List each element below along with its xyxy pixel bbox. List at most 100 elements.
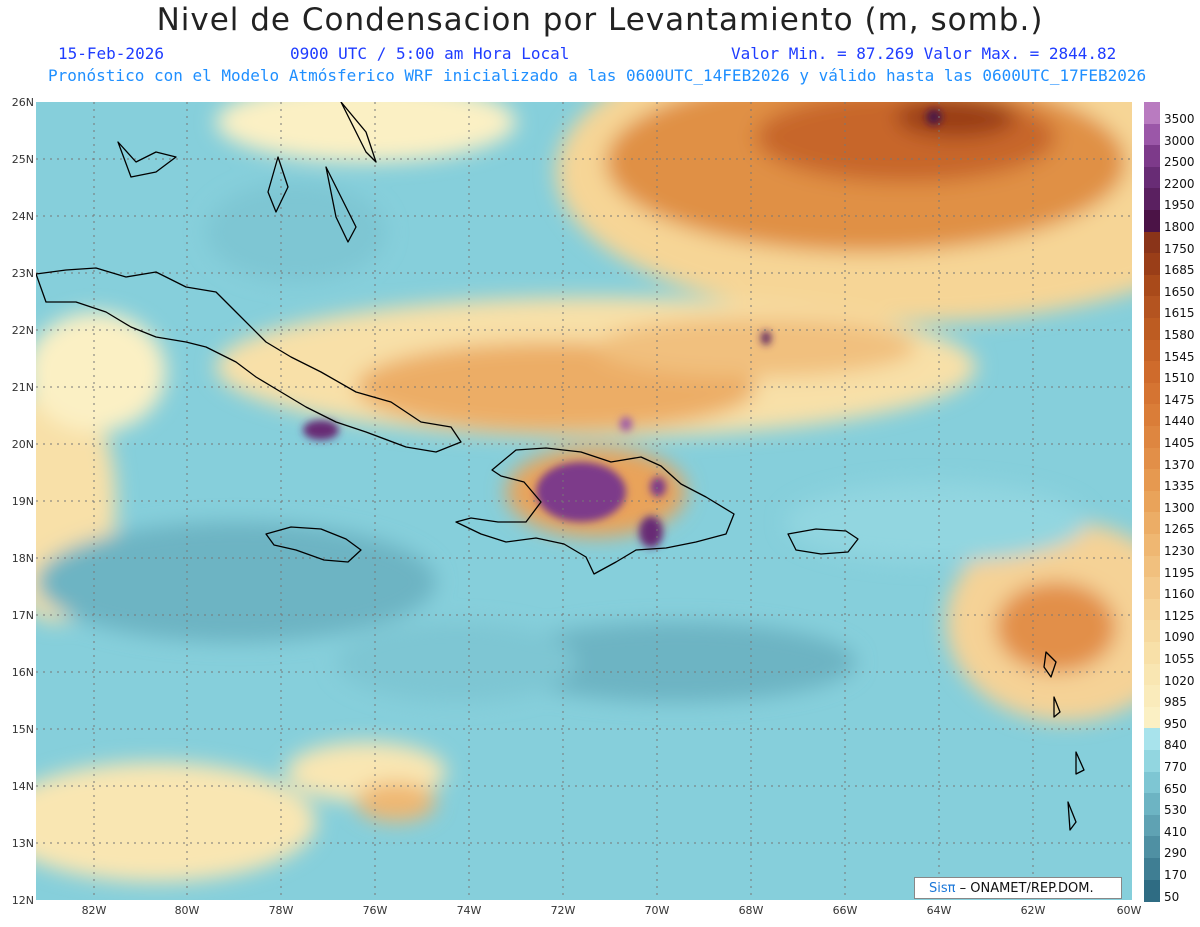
coastlines: [36, 102, 1085, 831]
legend-label: 1545: [1164, 349, 1195, 364]
legend-swatch: [1144, 382, 1160, 406]
lat-label: 17N: [11, 609, 34, 622]
legend-label: 650: [1164, 781, 1187, 796]
lon-label: 60W: [1116, 904, 1142, 917]
legend-row: 1650: [1142, 274, 1200, 299]
lon-label: 74W: [456, 904, 482, 917]
legend-swatch: [1144, 253, 1160, 277]
legend-row: 1405: [1142, 426, 1200, 450]
lat-label: 12N: [11, 894, 34, 907]
legend-label: 2500: [1164, 155, 1195, 170]
florida-keys-outline: [117, 141, 177, 178]
legend-swatch: [1144, 771, 1160, 795]
legend-row: 3000: [1142, 123, 1200, 148]
legend-row: 1545: [1142, 339, 1200, 364]
legend-row: 985: [1142, 685, 1200, 710]
legend-swatch: [1144, 879, 1160, 903]
legend-row: 1195: [1142, 555, 1200, 580]
lat-label: 18N: [11, 552, 34, 565]
lat-label: 26N: [11, 96, 34, 109]
legend-row: 290: [1142, 836, 1200, 860]
lcl-shading: [36, 102, 1132, 882]
lat-label: 21N: [11, 381, 34, 394]
legend-label: 1650: [1164, 284, 1195, 299]
legend-label: 1265: [1164, 522, 1195, 537]
legend-label: 985: [1164, 695, 1187, 710]
legend-row: 1370: [1142, 447, 1200, 472]
legend-swatch: [1144, 102, 1160, 125]
legend-row: 1475: [1142, 382, 1200, 407]
lat-label: 19N: [11, 495, 34, 508]
lat-label: 20N: [11, 438, 34, 451]
legend-row: 1125: [1142, 598, 1200, 623]
legend-label: 1300: [1164, 500, 1195, 515]
legend-row: 1055: [1142, 642, 1200, 666]
graticule: [36, 102, 1132, 900]
legend-row: 410: [1142, 814, 1200, 839]
legend-row: 1685: [1142, 253, 1200, 277]
credit-box: Sisπ – ONAMET/REP.DOM.: [914, 877, 1122, 899]
bahamas-outline: [267, 102, 377, 243]
lon-label: 80W: [174, 904, 200, 917]
time-label: 0900 UTC / 5:00 am Hora Local: [290, 44, 570, 63]
legend-label: 1510: [1164, 371, 1195, 386]
date-label: 15-Feb-2026: [58, 44, 164, 63]
legend-swatch: [1144, 663, 1160, 687]
legend-label: 530: [1164, 803, 1187, 818]
legend-row: 1750: [1142, 231, 1200, 256]
jamaica-outline: [265, 526, 362, 563]
legend-swatch: [1144, 620, 1160, 644]
legend-label: 170: [1164, 868, 1187, 882]
legend-swatch: [1144, 555, 1160, 579]
legend-row: 2200: [1142, 166, 1200, 191]
legend-label: 1125: [1164, 608, 1195, 623]
lon-label: 76W: [362, 904, 388, 917]
legend-swatch: [1144, 404, 1160, 428]
legend-row: 1090: [1142, 620, 1200, 644]
legend-label: 1335: [1164, 479, 1195, 494]
sispi-logo: Sisπ: [929, 881, 956, 896]
legend-swatch: [1144, 339, 1160, 363]
legend-label: 1055: [1164, 652, 1195, 666]
legend-row: 1580: [1142, 318, 1200, 342]
legend-row: 1230: [1142, 534, 1200, 558]
legend-swatch: [1144, 814, 1160, 838]
legend-row: 1020: [1142, 663, 1200, 688]
cuba-outline: [36, 267, 462, 453]
lon-label: 62W: [1020, 904, 1046, 917]
legend-row: 650: [1142, 771, 1200, 796]
legend-label: 950: [1164, 716, 1187, 731]
legend-row: 950: [1142, 706, 1200, 731]
legend-row: 770: [1142, 750, 1200, 774]
legend-swatch: [1144, 447, 1160, 471]
legend-row: 840: [1142, 728, 1200, 752]
high-lcl-cells: [303, 109, 942, 548]
legend-label: 1405: [1164, 436, 1195, 450]
legend-label: 1230: [1164, 544, 1195, 558]
legend-swatch: [1144, 231, 1160, 255]
legend-swatch: [1144, 685, 1160, 709]
legend-row: 1265: [1142, 512, 1200, 537]
legend-label: 3500: [1164, 112, 1195, 126]
legend-label: 1020: [1164, 673, 1195, 688]
legend-swatch: [1144, 188, 1160, 212]
legend-swatch: [1144, 490, 1160, 514]
legend-swatch: [1144, 361, 1160, 385]
legend-row: 170: [1142, 858, 1200, 882]
forecast-info: Pronóstico con el Modelo Atmósferico WRF…: [48, 66, 1147, 85]
legend-swatch: [1144, 598, 1160, 622]
legend-swatch: [1144, 750, 1160, 773]
legend-row: 1950: [1142, 188, 1200, 213]
legend-label: 1160: [1164, 587, 1195, 602]
legend-swatch: [1144, 512, 1160, 536]
lon-label: 64W: [926, 904, 952, 917]
legend-label: 1615: [1164, 306, 1195, 321]
lat-label: 23N: [11, 267, 34, 280]
legend-swatch: [1144, 469, 1160, 493]
legend-row: 530: [1142, 793, 1200, 818]
legend-row: 50: [1142, 879, 1200, 904]
legend-swatch: [1144, 426, 1160, 449]
lon-label: 72W: [550, 904, 576, 917]
legend-label: 1950: [1164, 198, 1195, 213]
legend-label: 1750: [1164, 241, 1195, 256]
